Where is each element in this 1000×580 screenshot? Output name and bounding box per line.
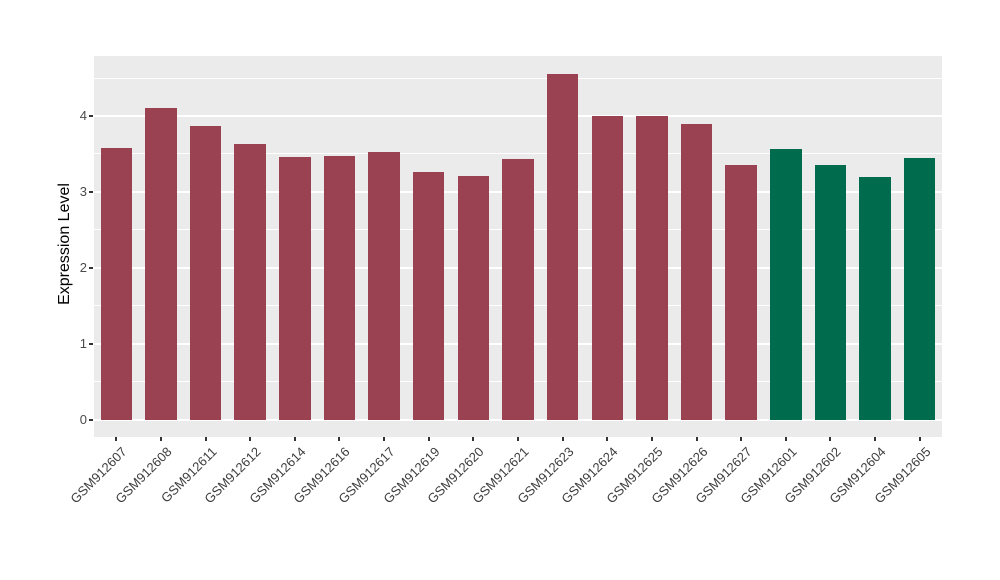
x-tick-mark — [383, 437, 386, 441]
y-tick-mark — [89, 190, 93, 193]
y-tick-label: 3 — [79, 184, 87, 200]
x-tick-mark — [606, 437, 609, 441]
y-major-gridline — [94, 114, 942, 117]
bar-GSM912623 — [546, 74, 579, 420]
bar-GSM912624 — [591, 115, 623, 420]
x-tick-mark — [115, 437, 118, 441]
y-tick-mark — [89, 266, 93, 269]
bar-GSM912620 — [457, 175, 490, 420]
x-tick-mark — [918, 437, 921, 441]
y-tick-label: 2 — [79, 260, 87, 276]
bar-GSM912607 — [100, 147, 133, 420]
x-tick-mark — [695, 437, 698, 441]
bar-GSM912611 — [189, 125, 222, 420]
bar-GSM912616 — [323, 156, 356, 420]
bar-GSM912621 — [502, 159, 534, 420]
bar-GSM912602 — [814, 164, 847, 420]
y-tick-mark — [89, 342, 93, 345]
x-tick-mark — [427, 437, 430, 441]
y-tick-mark — [89, 418, 93, 421]
x-tick-mark — [874, 437, 877, 441]
y-minor-gridline — [94, 77, 942, 79]
bar-GSM912626 — [680, 123, 713, 420]
bar-GSM912627 — [725, 164, 757, 420]
bar-GSM912601 — [770, 148, 802, 420]
bar-GSM912605 — [903, 158, 936, 420]
x-tick-mark — [159, 437, 162, 441]
bar-GSM912608 — [145, 107, 177, 420]
bar-GSM912612 — [234, 144, 266, 420]
bar-GSM912614 — [279, 156, 311, 420]
bar-GSM912617 — [368, 152, 400, 420]
x-tick-mark — [204, 437, 207, 441]
x-tick-mark — [293, 437, 296, 441]
x-tick-mark — [829, 437, 832, 441]
x-tick-mark — [784, 437, 787, 441]
y-tick-mark — [89, 114, 93, 117]
bar-GSM912625 — [636, 115, 668, 420]
x-tick-mark — [740, 437, 743, 441]
y-tick-label: 0 — [79, 412, 87, 428]
x-tick-mark — [338, 437, 341, 441]
x-tick-mark — [650, 437, 653, 441]
plot-panel — [94, 56, 942, 437]
y-major-gridline — [94, 418, 942, 421]
x-tick-mark — [517, 437, 519, 441]
y-minor-gridline — [94, 153, 942, 155]
x-tick-mark — [561, 437, 564, 441]
y-tick-label: 4 — [79, 108, 87, 124]
x-tick-mark — [249, 437, 252, 441]
y-axis-title: Expression Level — [56, 182, 73, 305]
x-tick-mark — [472, 437, 475, 441]
bar-GSM912604 — [859, 177, 891, 420]
y-tick-label: 1 — [79, 336, 87, 352]
bar-GSM912619 — [412, 172, 445, 420]
